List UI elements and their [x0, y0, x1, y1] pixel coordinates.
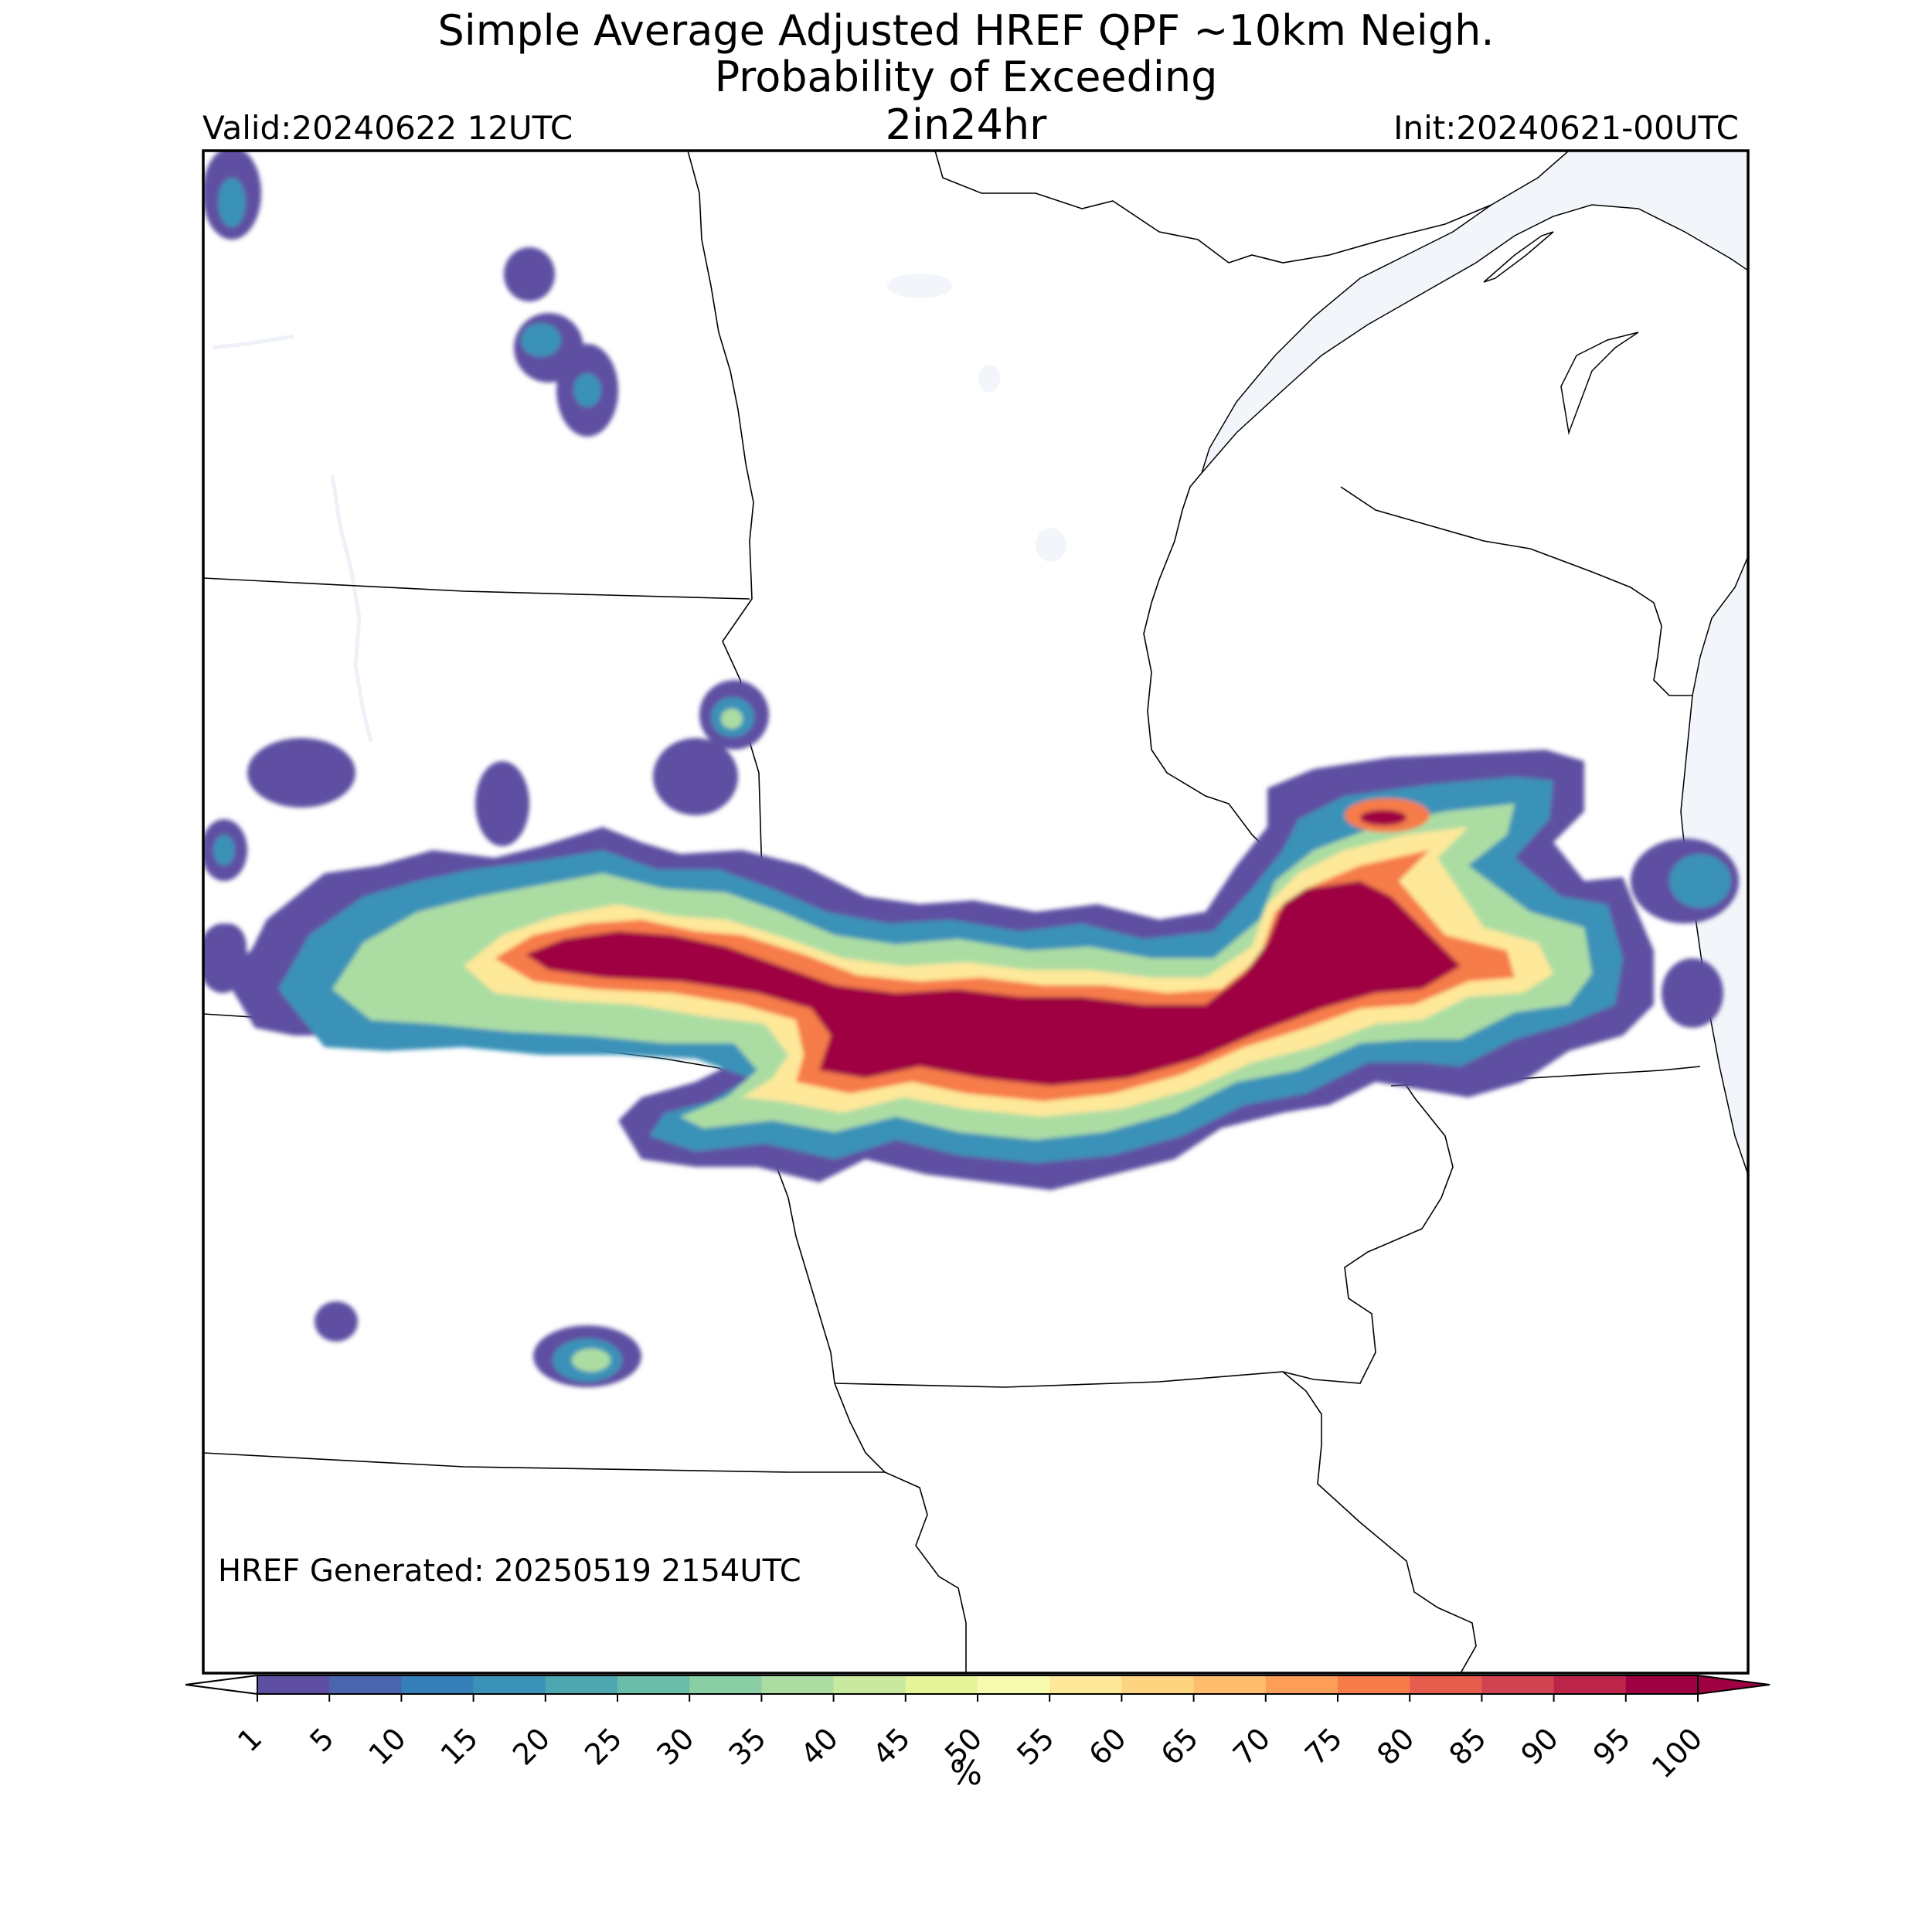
- colorbar-segment: [1553, 1675, 1627, 1694]
- lake-red: [887, 274, 952, 298]
- colorbar-over-extension: [1697, 1674, 1770, 1696]
- colorbar-segment: [401, 1675, 474, 1694]
- border-ia-mo: [834, 1371, 1284, 1388]
- generated-timestamp: HREF Generated: 20250519 2154UTC: [218, 1553, 801, 1589]
- border-wi-mi-up: [1340, 486, 1692, 696]
- title-line-1: Simple Average Adjusted HREF QPF ~10km N…: [437, 6, 1495, 55]
- valid-time-label: Valid:20240622 12UTC: [202, 109, 573, 147]
- border-mn-canada: [934, 151, 1492, 264]
- lake-lotw: [1036, 528, 1066, 562]
- colorbar-segment: [257, 1675, 330, 1694]
- border-mississippi: [1282, 944, 1477, 1673]
- missouri-river: [330, 474, 373, 743]
- border-red-river: [687, 151, 764, 959]
- colorbar-segment: [978, 1675, 1050, 1694]
- init-time-label: Init:20240621-00UTC: [1393, 109, 1739, 147]
- title-line-3: 2in24hr: [885, 100, 1047, 149]
- colorbar-segment: [1193, 1675, 1267, 1694]
- colorbar-segment: [689, 1675, 762, 1694]
- qpf-probability-field: [203, 151, 1739, 1387]
- lake-superior: [1201, 151, 1748, 474]
- colorbar-segment: [905, 1675, 978, 1694]
- band-55: [464, 827, 1553, 1117]
- colorbar-segment: [1481, 1675, 1555, 1694]
- colorbar-segment: [833, 1675, 906, 1694]
- border-nd-sd: [203, 577, 750, 600]
- colorbar-segment: [1410, 1675, 1482, 1694]
- colorbar-segment: [1265, 1675, 1338, 1694]
- map-area: [203, 151, 1748, 1673]
- isle-royale: [1483, 231, 1554, 283]
- colorbar-units-label: %: [950, 1753, 982, 1793]
- colorbar-segment: [761, 1675, 835, 1694]
- colorbar-segment: [1625, 1675, 1699, 1694]
- band-95: [526, 810, 1461, 1086]
- colorbar-under-extension: [185, 1674, 258, 1696]
- lake-mille-lacs: [978, 365, 1000, 393]
- map-frame: [202, 149, 1750, 1675]
- border-ne-ks: [203, 1452, 885, 1473]
- colorbar-segment: [1338, 1675, 1410, 1694]
- colorbar-segment: [473, 1675, 546, 1694]
- colorbar-segment: [329, 1675, 402, 1694]
- keweenaw: [1560, 332, 1639, 435]
- border-missouri-ia: [787, 1197, 967, 1673]
- lake-sakakawea: [212, 334, 294, 350]
- colorbar-segment: [617, 1675, 690, 1694]
- colorbar-segment: [1121, 1675, 1195, 1694]
- colorbar-segment: [1049, 1675, 1122, 1694]
- title-line-2: Probability of Exceeding: [714, 53, 1218, 101]
- colorbar-segment: [545, 1675, 618, 1694]
